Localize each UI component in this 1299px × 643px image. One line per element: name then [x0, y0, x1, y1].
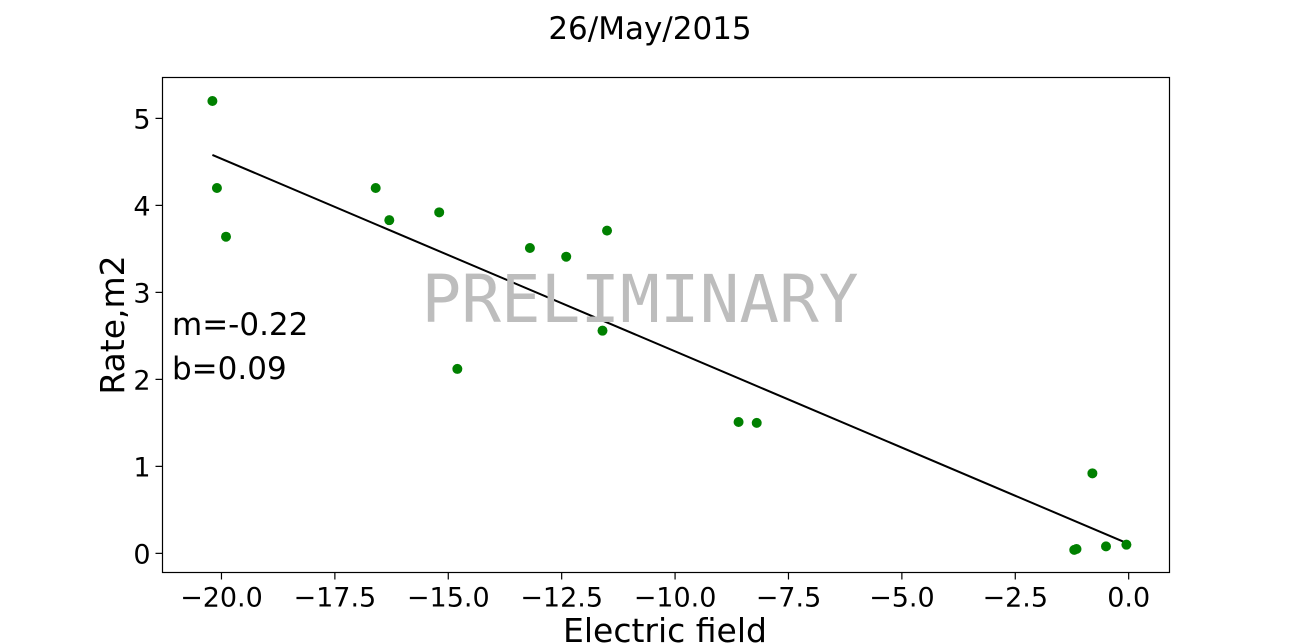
- data-point: [1071, 544, 1082, 555]
- y-tick-label: 4: [133, 191, 150, 222]
- data-point: [733, 416, 744, 427]
- intercept-annotation: b=0.09: [172, 351, 287, 387]
- x-tick-label: −17.5: [293, 583, 376, 614]
- x-tick-label: −5.0: [869, 583, 935, 614]
- slope-annotation: m=-0.22: [172, 307, 308, 343]
- preliminary-watermark: PRELIMINARY: [421, 261, 858, 338]
- y-tick-label: 2: [133, 365, 150, 396]
- data-point: [452, 363, 463, 374]
- data-point: [434, 207, 445, 218]
- y-axis-label: Rate,m2: [93, 255, 132, 394]
- data-point: [524, 243, 535, 254]
- x-tick-label: −20.0: [180, 583, 263, 614]
- data-point: [207, 95, 218, 106]
- y-tick-label: 3: [133, 278, 150, 309]
- x-tick-label: −12.5: [520, 583, 603, 614]
- data-point: [1121, 539, 1132, 550]
- data-point: [1100, 541, 1111, 552]
- x-tick-label: −2.5: [982, 583, 1048, 614]
- x-tick-label: 0.0: [1107, 583, 1150, 614]
- regression-fit-line: [212, 154, 1127, 544]
- data-point: [211, 182, 222, 193]
- plot-area-frame: [161, 76, 1171, 574]
- data-point: [602, 225, 613, 236]
- y-tick-label: 0: [133, 539, 150, 570]
- x-axis-ticks: −20.0 −17.5 −15.0 −12.5 −10.0 −7.5 −5.0 −2.5 0.0: [180, 572, 1150, 614]
- data-point: [597, 325, 608, 336]
- data-point: [561, 251, 572, 262]
- data-point: [370, 182, 381, 193]
- x-tick-label: −7.5: [756, 583, 822, 614]
- x-tick-label: −10.0: [634, 583, 717, 614]
- y-tick-label: 5: [133, 104, 150, 135]
- data-point: [1087, 468, 1098, 479]
- x-tick-label: −15.0: [407, 583, 490, 614]
- y-axis-ticks: 0 1 2 3 4 5: [133, 104, 163, 570]
- y-tick-label: 1: [133, 452, 150, 483]
- data-point: [221, 231, 232, 242]
- data-points: [207, 95, 1132, 555]
- data-point: [384, 215, 395, 226]
- chart-title: 26/May/2015: [548, 11, 751, 47]
- data-point: [751, 417, 762, 428]
- x-axis-label: Electric field: [563, 611, 767, 643]
